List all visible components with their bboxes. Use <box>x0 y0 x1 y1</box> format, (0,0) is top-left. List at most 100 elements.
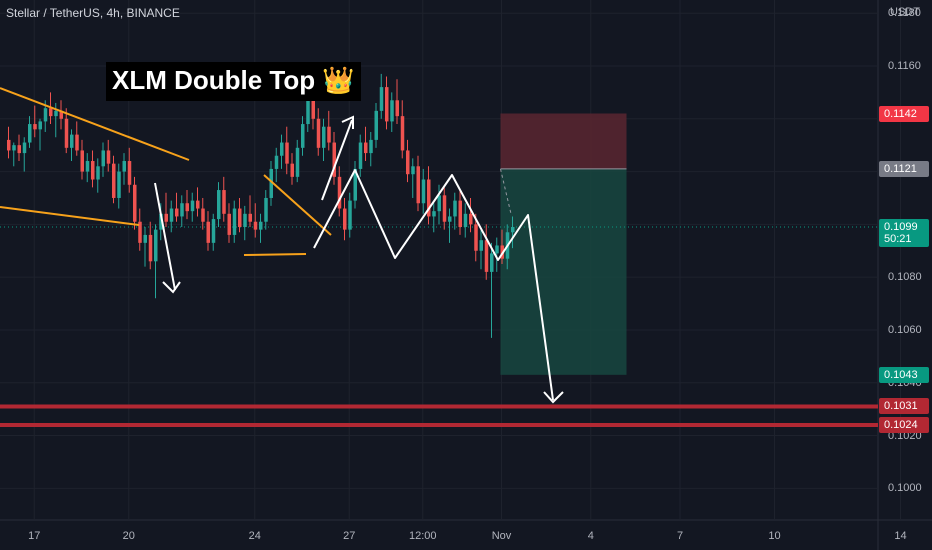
candle-body <box>85 161 90 172</box>
candle <box>80 139 84 180</box>
annotation-label[interactable]: XLM Double Top 👑 <box>106 62 361 101</box>
candle-body <box>511 227 515 233</box>
candle-body <box>495 245 499 254</box>
candle-body <box>91 161 95 180</box>
candle-body <box>185 203 189 212</box>
candle-body <box>7 139 11 151</box>
candle-body <box>285 142 289 164</box>
candle-body <box>70 134 74 148</box>
candle <box>112 155 116 204</box>
x-tick-label: 4 <box>587 530 594 542</box>
candle-body <box>484 240 489 272</box>
candle-body <box>43 108 48 122</box>
candle <box>206 211 210 251</box>
candle <box>437 184 441 225</box>
price-label-value: 0.1099 <box>884 221 918 233</box>
candle-body <box>290 163 294 177</box>
candle-body <box>474 224 478 251</box>
candle <box>400 100 405 159</box>
price-label-value: 0.1142 <box>884 107 917 120</box>
down-arrow-head <box>162 281 181 294</box>
candle <box>416 155 420 212</box>
candle-body <box>411 166 415 175</box>
candle <box>301 116 305 156</box>
candle-body <box>117 171 121 198</box>
candle <box>322 118 326 162</box>
candle <box>421 168 426 214</box>
y-tick-label: 0.1080 <box>888 271 922 284</box>
candle <box>28 116 32 148</box>
candle <box>406 139 410 183</box>
candle <box>75 121 79 156</box>
candle <box>395 79 399 125</box>
price-label-value: 0.1031 <box>884 400 918 413</box>
candle <box>295 139 300 183</box>
candle-body <box>406 150 410 175</box>
candle-body <box>306 97 310 125</box>
candle-body <box>322 126 326 148</box>
candle-body <box>248 213 252 222</box>
candle-body <box>442 195 447 222</box>
candle-body <box>154 229 158 262</box>
x-tick-label: 17 <box>28 530 41 542</box>
y-tick-label: 0.1000 <box>888 482 922 495</box>
candle-body <box>133 184 137 222</box>
candle-body <box>280 142 284 156</box>
price-label-value: 0.1043 <box>884 368 918 381</box>
candle <box>469 197 473 233</box>
candle-body <box>159 213 163 230</box>
x-tick-label: 20 <box>122 530 135 542</box>
candle-body <box>22 142 27 154</box>
candle <box>511 216 515 249</box>
candle-body <box>17 145 21 154</box>
candle-body <box>164 213 168 222</box>
candle-body <box>358 142 363 169</box>
x-tick-label: 7 <box>676 530 684 542</box>
candle <box>385 76 389 130</box>
candle <box>274 147 279 183</box>
candle-body <box>369 139 373 154</box>
candle-body <box>337 176 342 209</box>
candle <box>222 176 226 222</box>
x-tick-label: 12:00 <box>408 530 437 542</box>
wedge-lower-trendline <box>0 206 140 226</box>
candle-body <box>232 208 237 235</box>
candle <box>91 150 95 188</box>
candle-body <box>437 195 441 212</box>
candle <box>227 203 231 243</box>
price-label: 0.1043 <box>879 366 929 383</box>
y-tick-label: 0.1060 <box>888 323 922 336</box>
candle-body <box>458 200 462 228</box>
candle-body <box>301 124 305 148</box>
candle-body <box>101 150 105 167</box>
candle-body <box>264 197 268 222</box>
price-label: 0.1024 <box>879 416 929 433</box>
candle-body <box>122 161 126 172</box>
candle <box>495 237 499 272</box>
support-lines <box>0 404 878 427</box>
candle <box>253 203 258 238</box>
candle-body <box>463 213 468 228</box>
x-tick-label: 14 <box>894 530 907 542</box>
candle-body <box>243 213 247 228</box>
price-label: 0.1099 50:21 <box>879 219 929 247</box>
candle <box>259 213 263 243</box>
candle <box>490 242 494 338</box>
flag-upper-trendline <box>263 174 332 236</box>
candle <box>448 208 452 243</box>
candle <box>390 92 394 132</box>
candle-body <box>201 208 205 222</box>
price-label: 0.1142 <box>879 105 929 122</box>
candle <box>269 161 273 206</box>
candle <box>12 142 16 167</box>
candle <box>285 126 289 175</box>
candle <box>411 158 415 198</box>
candle <box>264 190 268 230</box>
candle <box>190 192 195 222</box>
candle <box>175 192 179 222</box>
x-tick-label: 27 <box>343 530 356 542</box>
candle <box>33 105 37 138</box>
flag-lower-trendline <box>243 253 307 256</box>
candle-body <box>190 200 195 212</box>
